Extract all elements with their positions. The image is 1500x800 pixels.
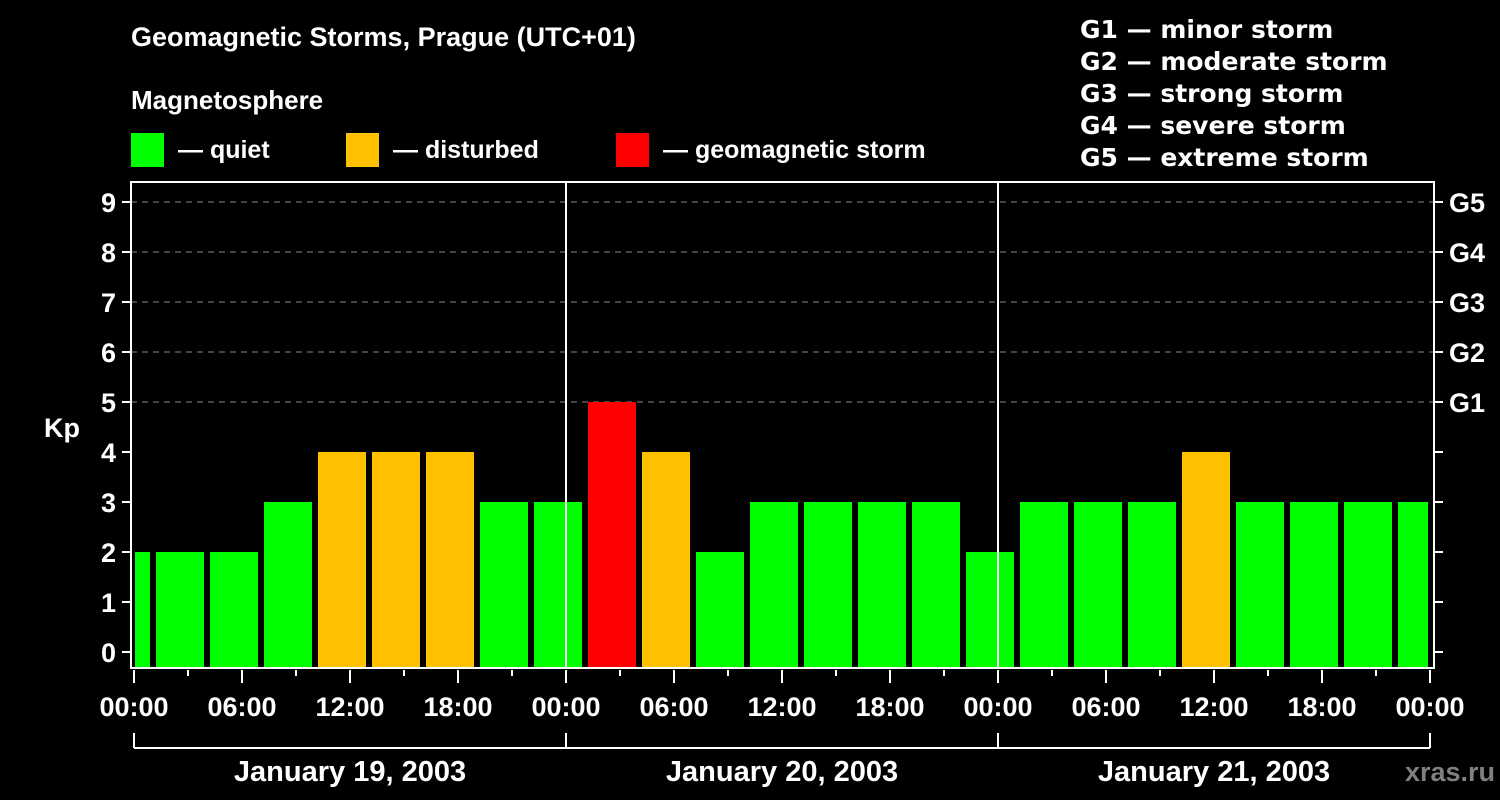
- kp-bar: [1128, 502, 1176, 668]
- y-tick-label: 7: [101, 288, 116, 318]
- kp-bar: [750, 502, 798, 668]
- kp-bar: [912, 502, 960, 668]
- x-tick-labels: 00:00 06:00 12:00 18:00 00:00 06:00 12:00 18:00…: [99, 692, 1464, 722]
- x-tick-label: 12:00: [747, 692, 816, 722]
- x-tick-label: 06:00: [207, 692, 276, 722]
- kp-bar: [156, 552, 204, 668]
- kp-bar: [264, 502, 312, 668]
- kp-bar: [318, 452, 366, 668]
- storm-swatch-icon: [616, 133, 649, 167]
- x-tick-label: 18:00: [855, 692, 924, 722]
- kp-bar: [1074, 502, 1122, 668]
- x-tick-label: 06:00: [1071, 692, 1140, 722]
- watermark: xras.ru: [1405, 757, 1495, 787]
- kp-bar: [480, 502, 528, 668]
- y-tick-label: 1: [101, 588, 116, 618]
- g5-legend: G5 — extreme storm: [1080, 143, 1369, 172]
- kp-bar: [858, 502, 906, 668]
- legend-quiet-label: — quiet: [178, 135, 270, 164]
- grid-lines: [131, 201, 1434, 403]
- day-label: January 20, 2003: [666, 756, 898, 788]
- y-tick-label: 3: [101, 488, 116, 518]
- x-tick-label: 18:00: [423, 692, 492, 722]
- kp-bar: [135, 552, 150, 668]
- x-tick-label: 12:00: [315, 692, 384, 722]
- chart-subtitle: Magnetosphere: [131, 85, 324, 115]
- legend-disturbed-label: — disturbed: [393, 135, 539, 164]
- x-tick-label: 00:00: [963, 692, 1032, 722]
- y-tick-label: 6: [101, 338, 116, 368]
- kp-bar: [1290, 502, 1338, 668]
- g-scale-legend: G1 — minor storm G2 — moderate storm G3 …: [1080, 14, 1388, 174]
- g-tick-label: G4: [1449, 238, 1485, 268]
- x-tick-label: 18:00: [1287, 692, 1356, 722]
- g-tick-label: G2: [1449, 338, 1485, 368]
- g-tick-labels: G1 G2 G3 G4 G5: [1449, 188, 1485, 418]
- y-tick-label: 9: [101, 188, 116, 218]
- disturbed-swatch-icon: [346, 133, 379, 167]
- chart-title: Geomagnetic Storms, Prague (UTC+01): [131, 22, 636, 52]
- y-tick-label: 8: [101, 238, 116, 268]
- bars: [135, 402, 1428, 668]
- g3-legend: G3 — strong storm: [1080, 79, 1344, 108]
- x-tick-label: 00:00: [99, 692, 168, 722]
- x-tick-label: 00:00: [531, 692, 600, 722]
- x-tick-label: 06:00: [639, 692, 708, 722]
- g4-legend: G4 — severe storm: [1080, 111, 1346, 140]
- legend-storm: — geomagnetic storm: [616, 133, 926, 167]
- g1-legend: G1 — minor storm: [1080, 15, 1334, 44]
- kp-bar: [1344, 502, 1392, 668]
- y-axis-label: Kp: [44, 413, 80, 443]
- quiet-swatch-icon: [131, 133, 164, 167]
- g-tick-label: G1: [1449, 388, 1485, 418]
- kp-bar: [1020, 502, 1068, 668]
- x-tick-label: 00:00: [1395, 692, 1464, 722]
- axes: [122, 181, 1443, 749]
- y-tick-labels: 0 1 2 3 4 5 6 7 8 9: [101, 188, 116, 668]
- g-tick-label: G5: [1449, 188, 1485, 218]
- y-tick-label: 2: [101, 538, 116, 568]
- kp-bar: [588, 402, 636, 668]
- kp-bar: [210, 552, 258, 668]
- day-label: January 19, 2003: [234, 756, 466, 788]
- y-tick-label: 0: [101, 638, 116, 668]
- kp-bar: [1236, 502, 1284, 668]
- plot-frame: [130, 181, 1435, 669]
- kp-bar: [642, 452, 690, 668]
- y-tick-label: 5: [101, 388, 116, 418]
- x-tick-label: 12:00: [1179, 692, 1248, 722]
- kp-bar: [426, 452, 474, 668]
- legend-quiet: — quiet: [131, 133, 270, 167]
- kp-bar: [696, 552, 744, 668]
- legend-disturbed: — disturbed: [346, 133, 539, 167]
- kp-bar: [804, 502, 852, 668]
- kp-bar: [1182, 452, 1230, 668]
- day-label: January 21, 2003: [1098, 756, 1330, 788]
- kp-bar: [372, 452, 420, 668]
- y-tick-label: 4: [101, 438, 116, 468]
- kp-bar: [534, 502, 582, 668]
- kp-bar: [966, 552, 1014, 668]
- g-tick-label: G3: [1449, 288, 1485, 318]
- g2-legend: G2 — moderate storm: [1080, 47, 1388, 76]
- day-labels: January 19, 2003 January 20, 2003 January …: [234, 756, 1330, 788]
- legend-storm-label: — geomagnetic storm: [663, 135, 926, 164]
- kp-bar: [1398, 502, 1428, 668]
